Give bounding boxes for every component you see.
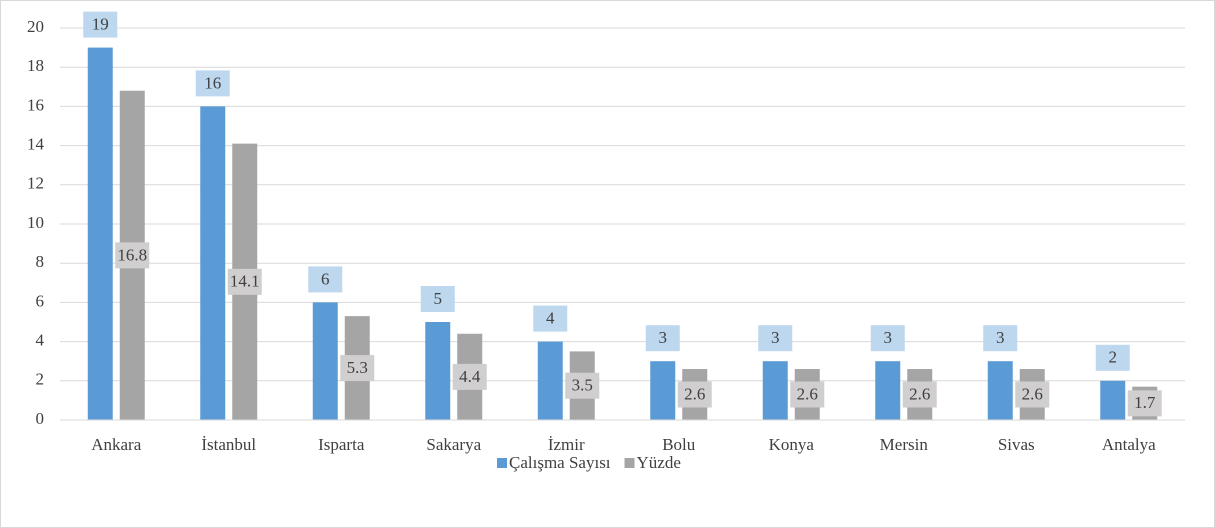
data-label-box — [870, 325, 905, 352]
data-label: 5.3 — [347, 358, 368, 377]
x-tick-label: Bolu — [662, 435, 696, 454]
data-label-box — [533, 305, 568, 332]
data-label-box — [115, 242, 150, 269]
data-label: 2.6 — [909, 384, 930, 403]
y-tick-label: 10 — [27, 213, 44, 232]
y-tick-label: 8 — [36, 252, 45, 271]
bar — [425, 322, 451, 420]
x-tick-label: Antalya — [1102, 435, 1156, 454]
data-label: 2.6 — [1022, 384, 1043, 403]
data-label: 5 — [434, 289, 443, 308]
y-tick-label: 20 — [27, 17, 44, 36]
bar — [650, 361, 676, 420]
x-tick-label: Konya — [769, 435, 815, 454]
data-label-box — [645, 325, 680, 352]
data-label: 3 — [884, 328, 893, 347]
legend-label: Yüzde — [637, 453, 681, 472]
bar — [87, 47, 113, 420]
bar — [312, 302, 338, 420]
legend-label: Çalışma Sayısı — [509, 453, 611, 472]
data-label-box — [83, 11, 118, 38]
data-label: 3 — [771, 328, 780, 347]
data-label-box — [227, 268, 262, 295]
data-label: 14.1 — [230, 272, 260, 291]
data-label-box — [452, 363, 487, 390]
bar — [987, 361, 1013, 420]
bar — [537, 341, 563, 420]
y-tick-label: 14 — [27, 135, 45, 154]
data-label: 16.8 — [117, 245, 147, 264]
data-label: 4.4 — [459, 367, 481, 386]
data-label-box — [983, 325, 1018, 352]
data-label-box — [902, 381, 937, 408]
data-label-box — [1095, 344, 1130, 371]
legend-swatch — [624, 458, 635, 468]
data-label-box — [308, 266, 343, 293]
y-tick-label: 6 — [36, 291, 45, 310]
x-tick-label: Isparta — [318, 435, 365, 454]
x-tick-label: Mersin — [880, 435, 929, 454]
y-tick-label: 0 — [36, 409, 45, 428]
bar — [762, 361, 788, 420]
data-label-box — [1015, 381, 1050, 408]
data-label: 1.7 — [1134, 393, 1156, 412]
data-label: 16 — [204, 73, 221, 92]
data-label-box — [420, 286, 455, 312]
y-tick-label: 16 — [27, 95, 44, 114]
y-tick-label: 18 — [27, 56, 44, 75]
data-label: 3.5 — [572, 376, 593, 395]
x-tick-label: Sakarya — [426, 435, 481, 454]
data-label: 19 — [92, 15, 109, 34]
bar — [875, 361, 901, 420]
data-label: 2.6 — [797, 384, 818, 403]
y-tick-label: 4 — [36, 331, 45, 350]
data-label: 3 — [659, 328, 668, 347]
x-tick-label: İstanbul — [201, 435, 256, 454]
data-label: 3 — [996, 328, 1005, 347]
data-label-box — [1127, 390, 1162, 417]
data-label-box — [565, 372, 600, 399]
data-label: 4 — [546, 309, 555, 328]
data-label: 6 — [321, 269, 330, 288]
bar — [1100, 380, 1126, 420]
bar — [200, 106, 226, 421]
data-label-box — [758, 325, 793, 352]
data-label-box — [340, 355, 375, 382]
y-tick-label: 12 — [27, 174, 44, 193]
x-tick-label: Sivas — [998, 435, 1035, 454]
data-label-box — [790, 381, 825, 408]
data-label-box — [195, 70, 230, 97]
data-label: 2 — [1109, 348, 1118, 367]
data-label-box — [677, 381, 712, 408]
x-tick-label: Ankara — [91, 435, 141, 454]
x-tick-label: İzmir — [548, 435, 585, 454]
y-tick-label: 2 — [36, 370, 45, 389]
data-label: 2.6 — [684, 384, 705, 403]
legend-swatch — [497, 458, 507, 468]
